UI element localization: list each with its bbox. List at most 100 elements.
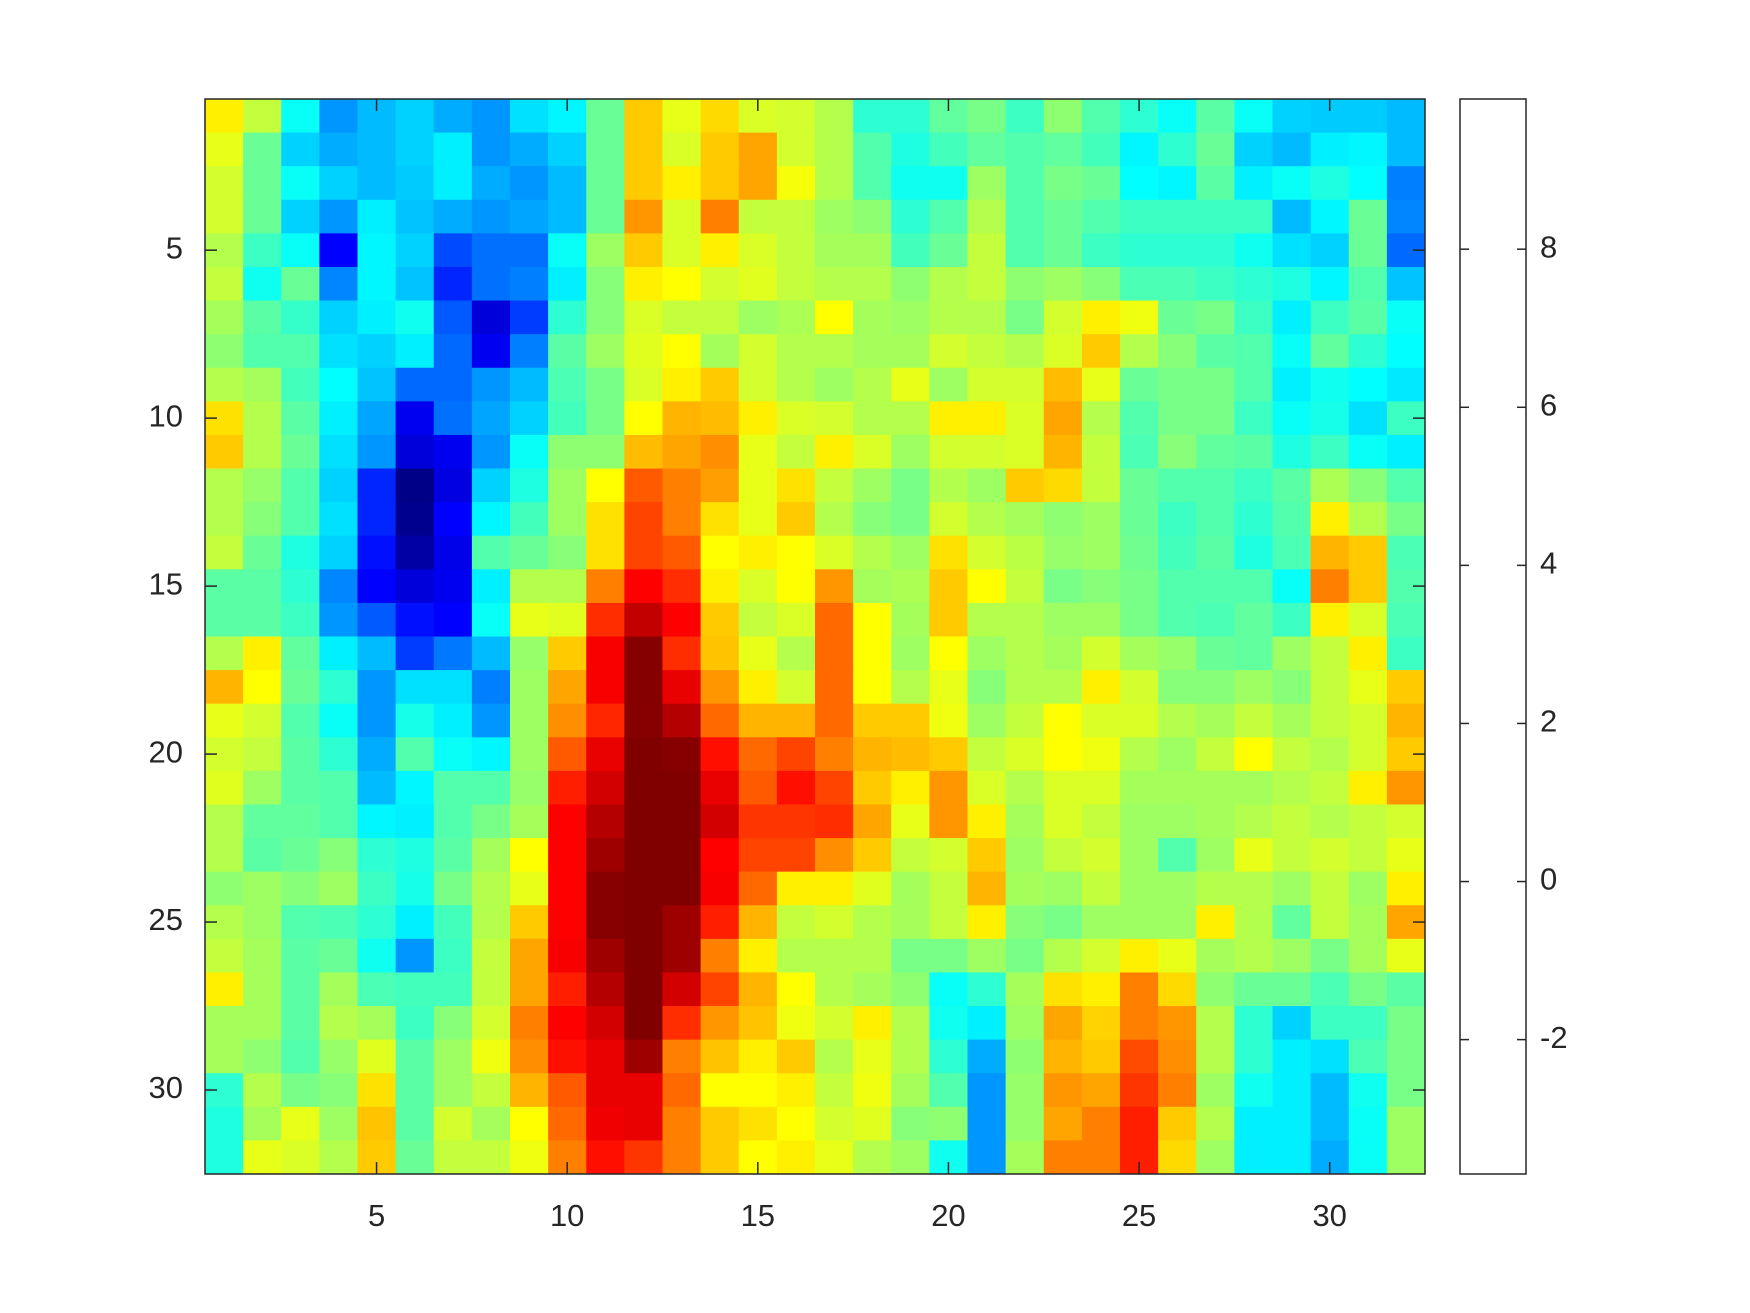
- heatmap-cell: [853, 838, 892, 873]
- heatmap-cell: [776, 871, 816, 906]
- heatmap-cell: [815, 166, 854, 201]
- heatmap-cell: [548, 199, 587, 234]
- heatmap-cell: [243, 636, 282, 671]
- heatmap-cell: [815, 233, 854, 268]
- heatmap-cell: [471, 535, 511, 570]
- heatmap-cell: [395, 401, 435, 436]
- heatmap-cell: [243, 905, 282, 940]
- heatmap-cell: [357, 569, 397, 604]
- heatmap-cell: [1005, 871, 1045, 906]
- heatmap-cell: [1158, 770, 1197, 805]
- heatmap-cell: [815, 367, 854, 402]
- heatmap-cell: [1043, 938, 1083, 973]
- heatmap-cell: [1043, 233, 1083, 268]
- colorbar-tick-label: -2: [1540, 1020, 1568, 1055]
- colorbar-tick-label: 2: [1540, 704, 1557, 739]
- heatmap-cell: [662, 1140, 702, 1175]
- heatmap-cell: [586, 871, 625, 906]
- heatmap-cell: [586, 233, 625, 268]
- heatmap-cell: [1081, 1106, 1121, 1141]
- heatmap-cell: [853, 99, 892, 134]
- heatmap-cell: [1043, 266, 1083, 302]
- heatmap-cell: [395, 266, 435, 302]
- heatmap-cell: [586, 737, 625, 772]
- heatmap-cell: [624, 602, 663, 637]
- heatmap-cell: [891, 434, 930, 470]
- heatmap-cell: [1310, 569, 1350, 604]
- heatmap-cell: [1120, 602, 1159, 637]
- heatmap-cell: [700, 199, 740, 234]
- heatmap-cell: [1158, 300, 1197, 335]
- heatmap-cell: [1120, 233, 1159, 268]
- heatmap-cell: [1348, 132, 1388, 167]
- heatmap-cell: [624, 838, 663, 873]
- heatmap-cell: [1348, 569, 1388, 604]
- heatmap-cell: [1043, 871, 1083, 906]
- heatmap-cell: [357, 132, 397, 167]
- heatmap-cell: [815, 502, 854, 537]
- heatmap-cell: [1310, 703, 1350, 738]
- heatmap-cell: [815, 871, 854, 906]
- heatmap-cell: [205, 300, 244, 335]
- heatmap-cell: [281, 871, 320, 906]
- heatmap-cell: [548, 737, 587, 772]
- heatmap-cell: [281, 804, 320, 839]
- heatmap-cell: [738, 233, 778, 268]
- heatmap-cell: [776, 502, 816, 537]
- heatmap-cell: [891, 569, 930, 604]
- heatmap-cell: [929, 367, 968, 402]
- heatmap-cell: [776, 334, 816, 369]
- heatmap-cell: [281, 1106, 320, 1141]
- heatmap-cell: [319, 770, 358, 805]
- heatmap-cell: [357, 602, 397, 637]
- heatmap-cell: [815, 737, 854, 772]
- heatmap-cell: [1158, 99, 1197, 134]
- heatmap-cell: [1120, 468, 1159, 503]
- heatmap-cell: [853, 1106, 892, 1141]
- heatmap-cell: [700, 535, 740, 570]
- heatmap-cell: [1234, 535, 1273, 570]
- heatmap-cell: [548, 770, 587, 805]
- heatmap-cell: [395, 670, 435, 705]
- heatmap-cell: [1348, 434, 1388, 470]
- heatmap-cell: [700, 703, 740, 738]
- heatmap-cell: [1196, 468, 1235, 503]
- heatmap-cell: [1310, 636, 1350, 671]
- heatmap-cell: [548, 1006, 587, 1041]
- heatmap-cell: [548, 1039, 587, 1074]
- heatmap-cell: [548, 938, 587, 973]
- heatmap-cell: [548, 871, 587, 906]
- heatmap-cell: [929, 770, 968, 805]
- heatmap-cell: [205, 132, 244, 167]
- heatmap-cell: [471, 905, 511, 940]
- heatmap-cell: [471, 871, 511, 906]
- heatmap-cell: [1158, 535, 1197, 570]
- heatmap-cell: [624, 367, 663, 402]
- heatmap-cell: [205, 166, 244, 201]
- heatmap-cell: [1120, 569, 1159, 604]
- heatmap-cell: [738, 367, 778, 402]
- heatmap-cells: [205, 99, 1426, 1175]
- heatmap-cell: [1043, 199, 1083, 234]
- heatmap-cell: [243, 804, 282, 839]
- heatmap-cell: [510, 367, 549, 402]
- heatmap-cell: [1120, 804, 1159, 839]
- heatmap-cell: [471, 99, 511, 134]
- heatmap-cell: [586, 602, 625, 637]
- heatmap-cell: [891, 468, 930, 503]
- heatmap-cell: [548, 1073, 587, 1108]
- heatmap-cell: [1043, 1073, 1083, 1108]
- heatmap-cell: [281, 401, 320, 436]
- heatmap-cell: [662, 266, 702, 302]
- heatmap-cell: [891, 132, 930, 167]
- heatmap-cell: [1234, 334, 1273, 369]
- heatmap-cell: [281, 132, 320, 167]
- x-tick-label: 20: [931, 1198, 965, 1233]
- heatmap-cell: [1158, 367, 1197, 402]
- heatmap-cell: [1005, 1106, 1045, 1141]
- heatmap-cell: [662, 367, 702, 402]
- heatmap-cell: [243, 199, 282, 234]
- heatmap-cell: [662, 804, 702, 839]
- x-tick-label: 30: [1312, 1198, 1346, 1233]
- heatmap-cell: [929, 972, 968, 1007]
